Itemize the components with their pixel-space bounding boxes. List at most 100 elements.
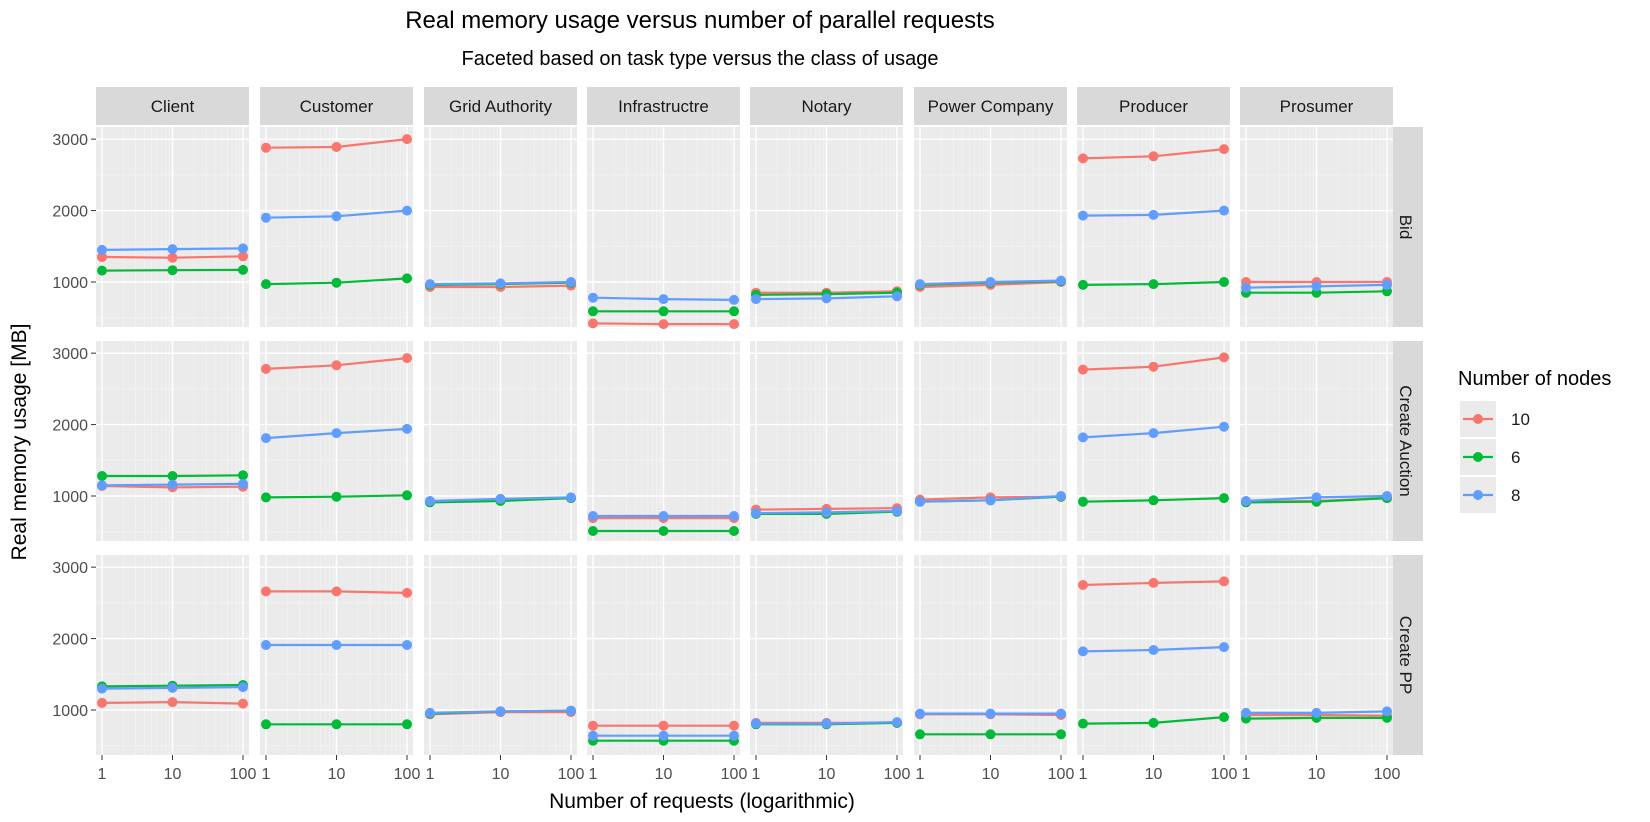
y-tick-label: 1000: [52, 703, 88, 720]
data-point-8-nodes-x1: [915, 496, 925, 507]
data-point-8-nodes-x1: [588, 292, 598, 303]
data-point-6-nodes-x1: [588, 306, 598, 317]
data-point-8-nodes-x10: [1148, 209, 1159, 220]
data-point-10-nodes-x1: [588, 720, 598, 731]
data-point-8-nodes-x1: [261, 212, 271, 223]
legend-key-point-8: [1473, 490, 1483, 500]
x-tick-label: 10: [1145, 766, 1163, 783]
data-point-8-nodes-x1: [751, 718, 761, 729]
data-point-10-nodes-x1: [588, 318, 598, 329]
data-point-8-nodes-x100: [566, 705, 576, 716]
x-tick-label: 100: [721, 766, 748, 783]
data-point-8-nodes-x10: [821, 718, 832, 729]
data-point-8-nodes-x100: [892, 291, 902, 302]
x-tick-label: 10: [328, 766, 346, 783]
data-point-10-nodes-x10: [1148, 577, 1159, 588]
data-point-8-nodes-x100: [566, 277, 576, 287]
data-point-6-nodes-x100: [402, 490, 412, 501]
data-point-10-nodes-x100: [729, 720, 739, 731]
data-point-8-nodes-x10: [167, 244, 178, 255]
data-point-6-nodes-x1: [97, 471, 107, 481]
data-point-6-nodes-x1: [588, 526, 598, 536]
panel-create-auction-infrastructre: [587, 341, 740, 541]
panel-create-pp-grid-authority: [424, 555, 577, 755]
data-point-8-nodes-x1: [915, 279, 925, 290]
data-point-6-nodes-x10: [167, 265, 178, 276]
data-point-8-nodes-x100: [238, 243, 248, 254]
y-tick-label: 3000: [52, 132, 88, 149]
data-point-8-nodes-x1: [97, 480, 107, 491]
data-point-8-nodes-x1: [1078, 210, 1088, 221]
data-point-10-nodes-x1: [97, 252, 107, 262]
x-tick-label: 100: [1374, 766, 1401, 783]
panel-create-auction-producer: [1077, 341, 1230, 541]
data-point-8-nodes-x100: [1382, 491, 1392, 501]
x-tick-label: 1: [752, 766, 761, 783]
x-tick-label: 100: [884, 766, 911, 783]
data-point-6-nodes-x1: [915, 729, 925, 740]
data-point-6-nodes-x1: [261, 279, 271, 290]
column-strip-prosumer: [1240, 87, 1393, 125]
data-point-8-nodes-x10: [658, 730, 669, 741]
x-tick-label: 1: [1242, 766, 1251, 783]
data-point-8-nodes-x10: [658, 294, 669, 305]
panel-create-pp-prosumer: [1240, 555, 1393, 755]
y-tick-label: 1000: [52, 275, 88, 292]
data-point-8-nodes-x10: [985, 277, 996, 287]
x-tick-label: 10: [982, 766, 1000, 783]
data-point-10-nodes-x100: [729, 319, 739, 330]
data-point-8-nodes-x10: [821, 507, 832, 518]
column-strip-infrastructre: [587, 87, 740, 125]
data-point-8-nodes-x10: [1311, 707, 1322, 718]
data-point-8-nodes-x100: [238, 682, 248, 693]
panel-create-pp-customer: [260, 555, 413, 755]
legend-label-8: 8: [1511, 486, 1520, 505]
x-tick-label: 100: [230, 766, 257, 783]
data-point-8-nodes-x10: [1148, 428, 1159, 439]
panel-bid-infrastructre: [587, 127, 740, 330]
data-point-8-nodes-x10: [495, 706, 506, 717]
data-point-8-nodes-x100: [402, 205, 412, 216]
x-tick-label: 100: [394, 766, 421, 783]
data-point-10-nodes-x10: [658, 720, 669, 731]
data-point-8-nodes-x100: [238, 478, 248, 489]
data-point-8-nodes-x10: [985, 495, 996, 506]
data-point-8-nodes-x1: [1241, 707, 1251, 718]
panel-bid-client: [96, 127, 249, 327]
panel-create-pp-notary: [750, 555, 903, 755]
data-point-10-nodes-x100: [238, 698, 248, 709]
column-strip-notary: [750, 87, 903, 125]
x-axis-label: Number of requests (logarithmic): [549, 790, 855, 813]
data-point-8-nodes-x100: [402, 423, 412, 434]
data-point-6-nodes-x100: [729, 526, 739, 536]
data-point-6-nodes-x1: [261, 492, 271, 503]
column-strip-label-notary: Notary: [801, 97, 852, 116]
panel-bid-customer: [260, 127, 413, 327]
data-point-8-nodes-x100: [1219, 642, 1229, 653]
x-tick-label: 100: [1048, 766, 1075, 783]
data-point-6-nodes-x10: [985, 729, 996, 740]
panel-create-pp-infrastructre: [587, 555, 740, 755]
data-point-8-nodes-x100: [729, 730, 739, 741]
row-strip-label-bid: Bid: [1396, 215, 1415, 240]
data-point-6-nodes-x10: [1148, 279, 1159, 290]
data-point-6-nodes-x1: [1078, 279, 1088, 290]
data-point-8-nodes-x100: [729, 294, 739, 305]
x-tick-label: 10: [655, 766, 673, 783]
x-tick-label: 100: [1211, 766, 1238, 783]
data-point-8-nodes-x100: [729, 511, 739, 521]
x-tick-label: 1: [426, 766, 435, 783]
data-point-8-nodes-x1: [1241, 496, 1251, 506]
data-point-8-nodes-x10: [495, 278, 506, 289]
data-point-8-nodes-x100: [1219, 421, 1229, 432]
data-point-6-nodes-x10: [331, 719, 342, 730]
data-point-6-nodes-x10: [1148, 495, 1159, 506]
data-point-8-nodes-x100: [892, 717, 902, 728]
data-point-10-nodes-x1: [1078, 153, 1088, 164]
data-point-8-nodes-x100: [1056, 275, 1066, 286]
data-point-8-nodes-x100: [402, 640, 412, 650]
data-point-8-nodes-x10: [658, 511, 669, 521]
data-point-10-nodes-x10: [331, 586, 342, 597]
data-point-8-nodes-x1: [425, 707, 435, 718]
